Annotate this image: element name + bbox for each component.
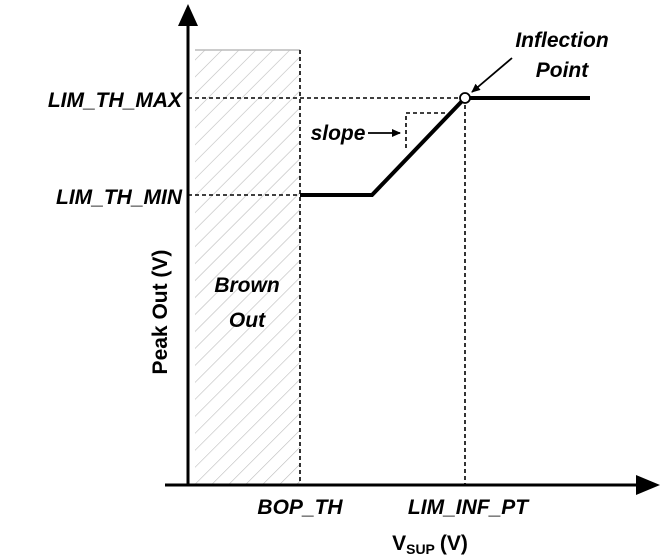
x-axis-label: VSUP (V) (392, 532, 468, 557)
y-arrow (178, 4, 198, 26)
inflection-label: Inflection (515, 29, 608, 52)
x-label-unit: (V) (440, 532, 468, 555)
slope-label: slope (311, 122, 366, 145)
x-label-sub: SUP (406, 541, 435, 557)
y-tick: LIM_TH_MAX (48, 89, 184, 112)
region-label: Out (229, 309, 266, 332)
region-label: Brown (214, 274, 279, 297)
y-tick: LIM_TH_MIN (56, 186, 183, 209)
x-label-main: V (392, 532, 406, 555)
slope-triangle (405, 112, 446, 148)
x-tick: LIM_INF_PT (408, 496, 530, 519)
inflection-point (459, 92, 471, 104)
y-axis-label: Peak Out (V) (149, 250, 172, 375)
inflection-arrow (471, 57, 513, 93)
brown-out-region (195, 50, 300, 485)
inflection-label: Point (536, 59, 589, 82)
x-tick: BOP_TH (257, 496, 343, 519)
x-arrow (636, 475, 660, 495)
curve (300, 96, 590, 197)
